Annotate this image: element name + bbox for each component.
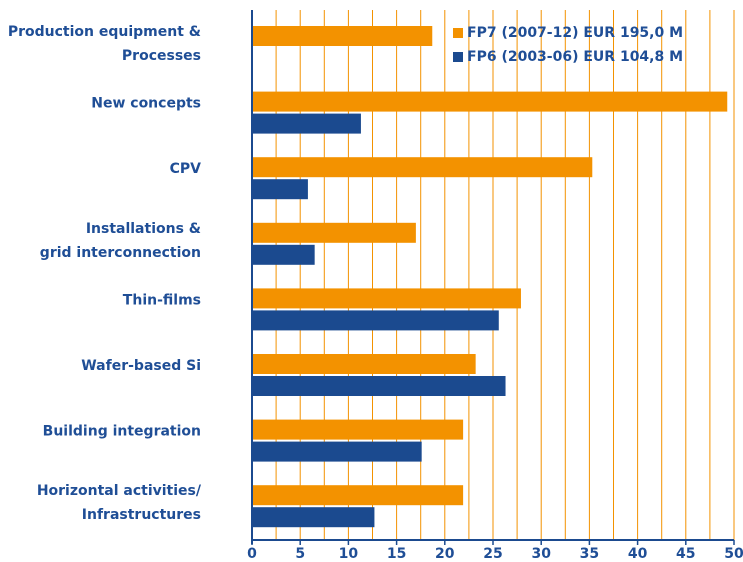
bar [252,113,361,134]
bar [252,179,308,200]
category-label: New concepts [91,96,201,112]
x-tick-label: 15 [387,546,406,562]
x-tick-label: 30 [531,546,551,562]
x-tick-label: 35 [580,546,599,562]
bar [252,376,506,396]
x-tick-label: 50 [724,546,743,562]
legend-swatch [453,52,463,62]
category-label: Thin-films [123,292,201,308]
bar [252,157,593,178]
legend-label: FP6 (2003-06) EUR 104,8 M [467,49,683,65]
category-label: Horizontal activities/ [37,483,202,499]
bar [252,91,728,112]
bar [252,222,416,243]
x-tick-label: 25 [483,546,502,562]
x-tick-label: 20 [435,546,455,562]
category-label: Building integration [43,424,201,440]
bar [252,354,476,374]
bar [252,441,422,462]
x-tick-label: 0 [247,546,257,562]
category-label: Processes [122,48,201,64]
x-tick-label: 45 [676,546,695,562]
bar [252,244,315,265]
bar [252,310,499,331]
bar [252,26,433,46]
bar [252,288,521,309]
bar [252,507,375,528]
x-tick-label: 40 [628,546,648,562]
legend-label: FP7 (2007-12) EUR 195,0 M [467,25,683,41]
category-label: Infrastructures [82,507,201,523]
category-label: Wafer-based Si [81,358,201,374]
legend-swatch [453,28,463,38]
bar [252,419,464,440]
category-label: Production equipment & [8,24,201,40]
category-label: Installations & [86,221,201,237]
x-tick-label: 10 [339,546,359,562]
category-label: grid interconnection [40,245,201,261]
category-label: CPV [170,161,202,177]
bar [252,485,464,506]
x-tick-label: 5 [295,546,305,562]
